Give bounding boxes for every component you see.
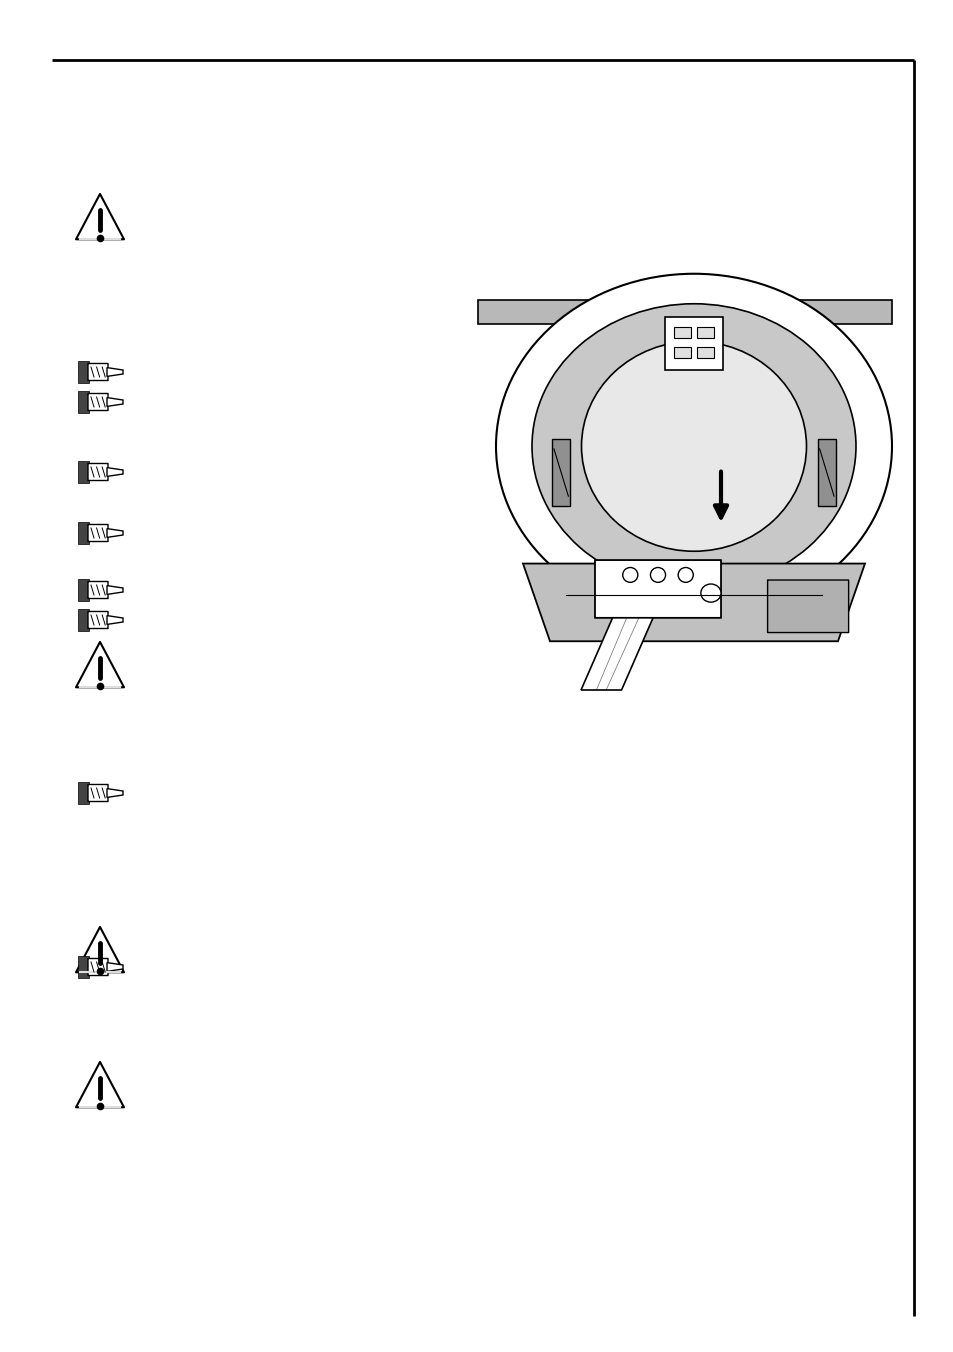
Ellipse shape [650, 568, 665, 583]
FancyBboxPatch shape [88, 393, 108, 411]
FancyBboxPatch shape [88, 464, 108, 480]
Bar [78, 781, 89, 804]
FancyBboxPatch shape [88, 959, 108, 976]
Bar [552, 439, 570, 506]
FancyBboxPatch shape [88, 784, 108, 802]
Ellipse shape [678, 568, 693, 583]
FancyBboxPatch shape [88, 611, 108, 629]
Bar [697, 327, 714, 338]
Bar [78, 461, 89, 483]
Bar [78, 956, 89, 977]
Ellipse shape [622, 568, 638, 583]
Polygon shape [107, 788, 123, 798]
Bar [817, 439, 835, 506]
Polygon shape [107, 468, 123, 476]
Bar [664, 318, 722, 370]
Polygon shape [107, 368, 123, 376]
Polygon shape [107, 615, 123, 625]
Ellipse shape [496, 273, 891, 619]
Bar [697, 347, 714, 358]
FancyBboxPatch shape [88, 581, 108, 599]
Polygon shape [107, 397, 123, 407]
Bar [78, 522, 89, 544]
Ellipse shape [700, 584, 720, 602]
FancyBboxPatch shape [595, 560, 720, 618]
Bar [78, 608, 89, 631]
Bar [477, 300, 891, 324]
Bar [78, 361, 89, 383]
Polygon shape [107, 585, 123, 595]
Bar [673, 327, 690, 338]
FancyBboxPatch shape [88, 364, 108, 380]
Polygon shape [522, 564, 864, 641]
Bar [78, 391, 89, 412]
Ellipse shape [532, 304, 855, 588]
Polygon shape [107, 963, 123, 971]
FancyBboxPatch shape [767, 580, 848, 633]
Polygon shape [580, 618, 653, 690]
Polygon shape [107, 529, 123, 537]
FancyBboxPatch shape [88, 525, 108, 542]
Ellipse shape [581, 341, 805, 552]
Bar [78, 579, 89, 602]
Bar [673, 347, 690, 358]
